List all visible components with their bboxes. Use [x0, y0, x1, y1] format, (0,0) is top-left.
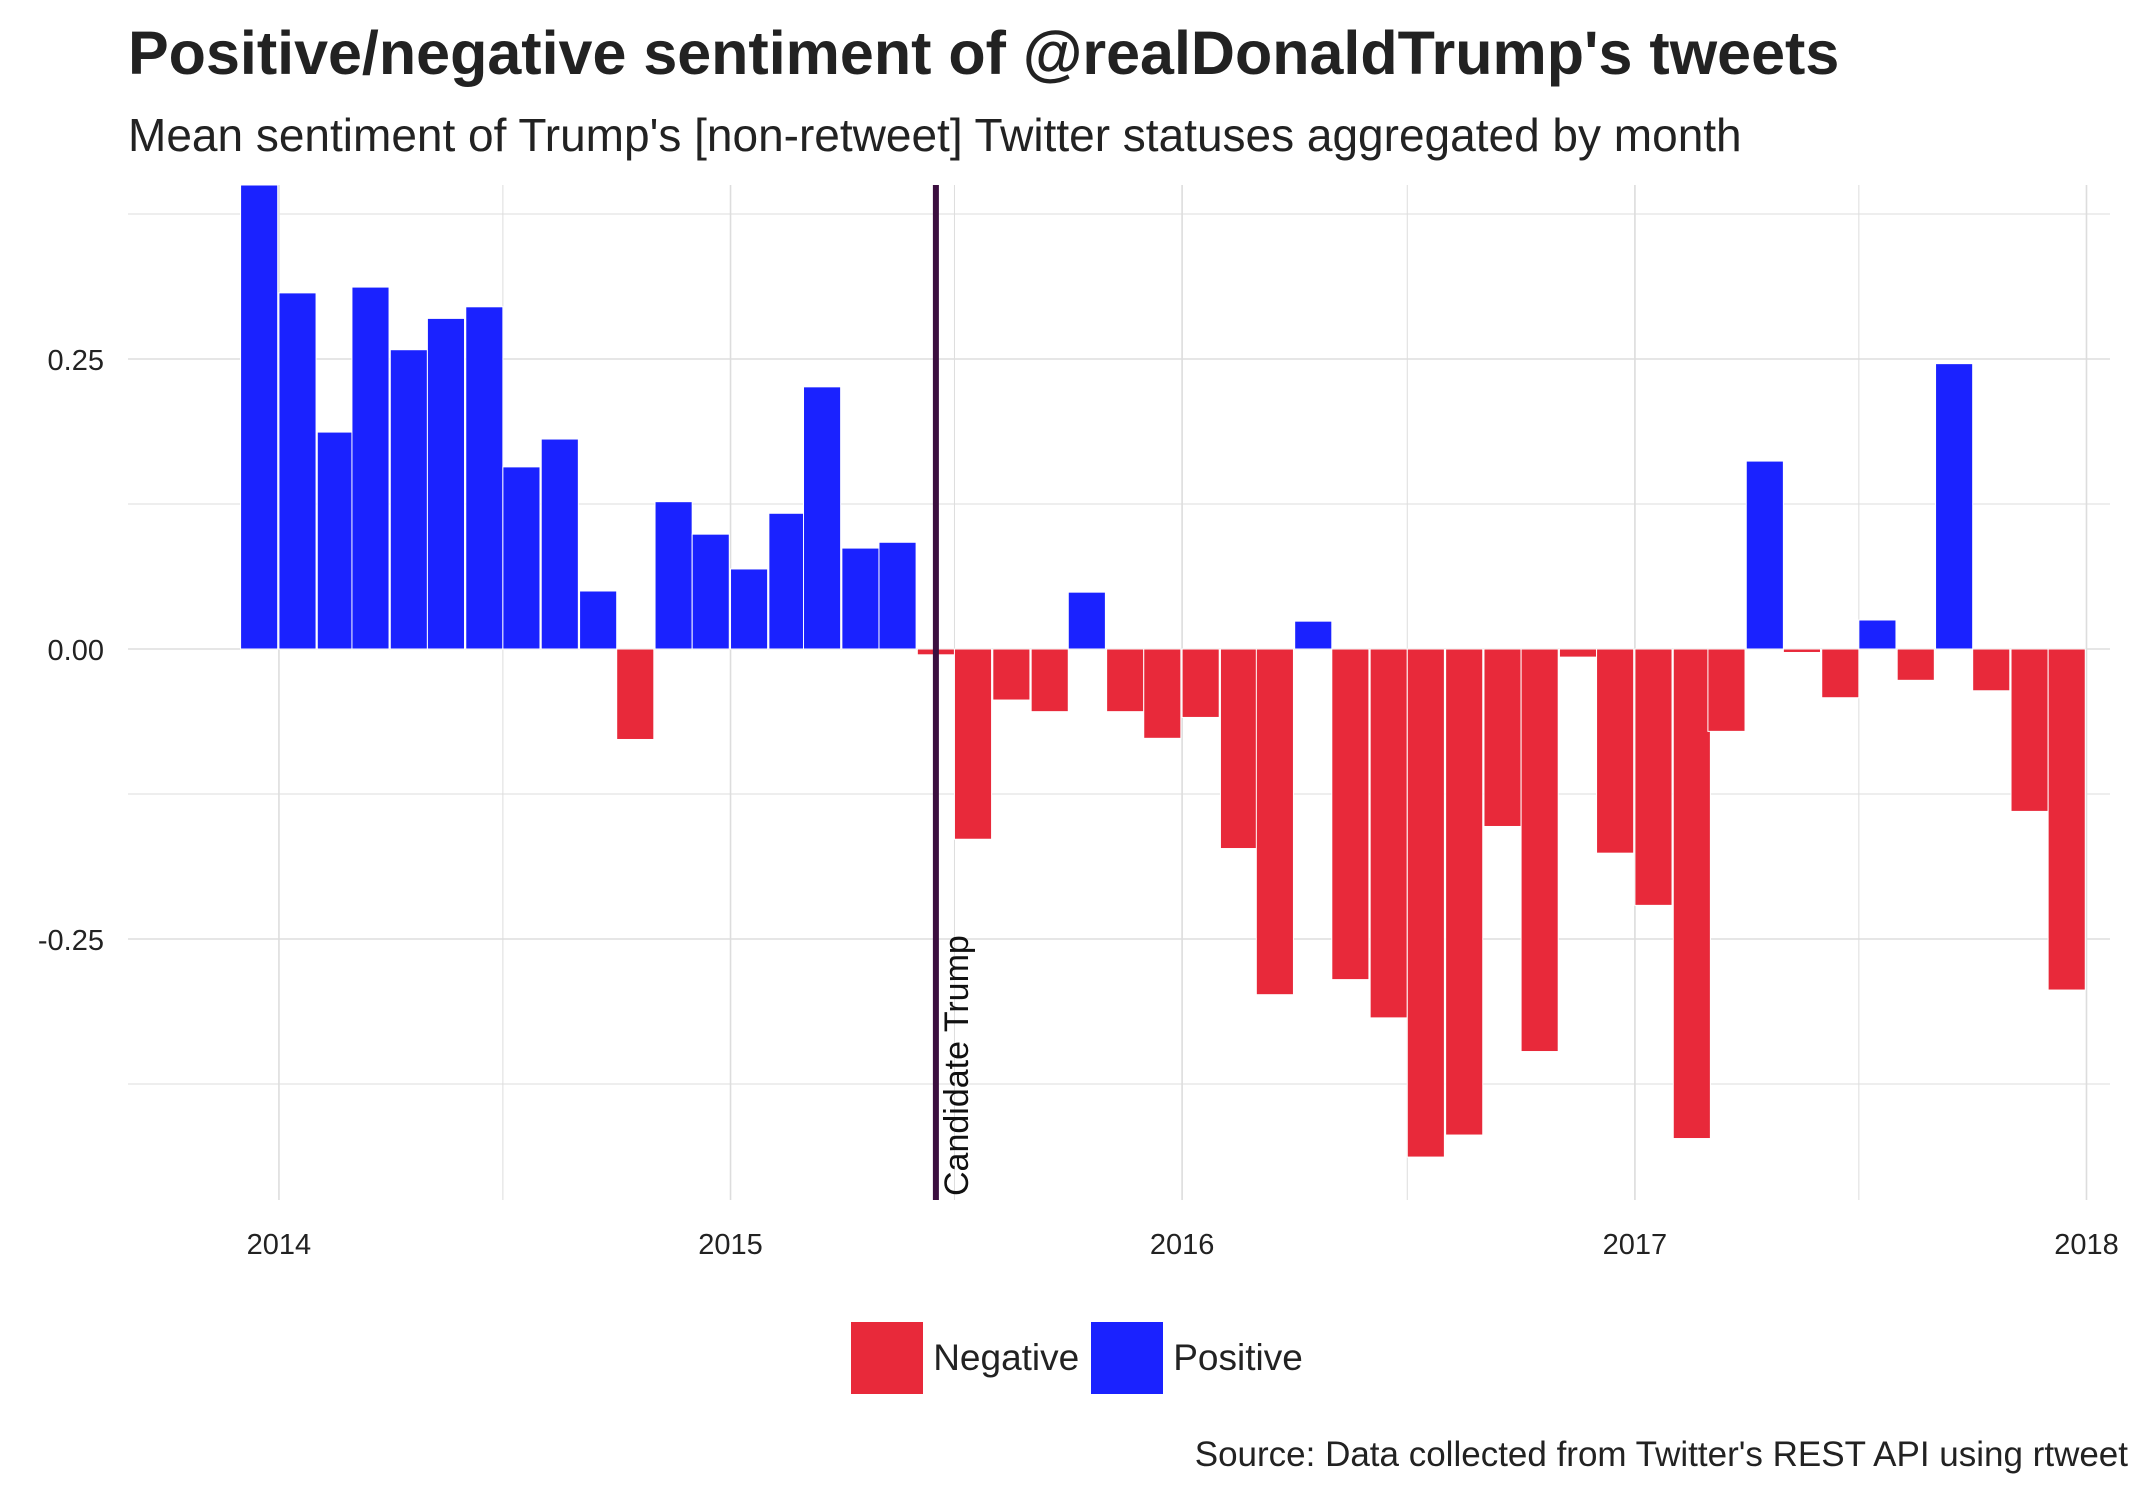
- y-tick-label: 0.00: [48, 635, 104, 667]
- x-tick-label: 2015: [698, 1229, 763, 1261]
- bar-positive: [1858, 619, 1897, 650]
- bar-negative: [1369, 648, 1408, 1019]
- bar-negative: [1331, 648, 1370, 981]
- bar-negative: [1181, 648, 1220, 718]
- bar-negative: [1406, 648, 1445, 1158]
- bar-negative: [1030, 648, 1069, 713]
- bar-negative: [1143, 648, 1182, 739]
- bar-positive: [1067, 591, 1106, 650]
- y-tick-label: -0.25: [38, 925, 104, 957]
- chart-title: Positive/negative sentiment of @realDona…: [128, 19, 1840, 87]
- bar-positive: [1294, 620, 1333, 650]
- bar-positive: [278, 292, 317, 650]
- bar-negative: [1558, 648, 1598, 658]
- bar-positive: [316, 431, 355, 650]
- x-axis-labels: 2014 2015 2016 2017 2018: [247, 1229, 2119, 1261]
- legend-swatch-positive: [1091, 1322, 1164, 1394]
- bar-negative: [1520, 648, 1559, 1053]
- legend-label-positive: Positive: [1173, 1337, 1303, 1378]
- bar-negative: [1896, 648, 1935, 681]
- bar-positive: [878, 541, 917, 650]
- bar-positive: [540, 438, 579, 650]
- candidate-label: Candidate Trump: [938, 935, 976, 1196]
- bar-positive: [730, 568, 769, 650]
- bar-negative: [1483, 648, 1522, 827]
- bar-positive: [465, 306, 504, 650]
- candidate-annotation: Candidate Trump: [932, 185, 976, 1200]
- source-caption: Source: Data collected from Twitter's RE…: [1194, 1435, 2128, 1474]
- x-tick-label: 2014: [247, 1229, 312, 1261]
- chart-subtitle: Mean sentiment of Trump's [non-retweet] …: [128, 109, 1742, 161]
- bar-negative: [1445, 648, 1484, 1136]
- bar-negative: [1672, 648, 1711, 1140]
- bar-positive: [389, 349, 428, 650]
- bar-negative: [992, 648, 1031, 701]
- legend-swatch-negative: [851, 1322, 924, 1394]
- bar-negative: [1255, 648, 1294, 996]
- legend-item-positive: Positive: [1091, 1322, 1303, 1394]
- bar-negative: [1707, 648, 1746, 732]
- bar-negative: [2010, 648, 2049, 812]
- bar-positive: [841, 547, 880, 650]
- bar-negative: [1972, 648, 2011, 692]
- bar-positive: [803, 386, 842, 650]
- bars-group: [240, 184, 2086, 1158]
- bar-positive: [351, 286, 390, 650]
- bar-positive: [426, 317, 466, 650]
- bar-negative: [1634, 648, 1673, 906]
- bar-positive: [579, 590, 618, 650]
- bar-positive: [240, 184, 279, 650]
- x-tick-label: 2018: [2054, 1229, 2119, 1261]
- bar-negative: [616, 648, 655, 740]
- bar-negative: [1106, 648, 1145, 713]
- bar-negative: [953, 648, 993, 840]
- bar-negative: [1219, 648, 1259, 850]
- bar-negative: [1821, 648, 1860, 699]
- x-tick-label: 2016: [1150, 1229, 1215, 1261]
- legend-item-negative: Negative: [851, 1322, 1079, 1394]
- bar-positive: [1745, 460, 1784, 650]
- bar-negative: [2047, 648, 2086, 991]
- bar-chart: Candidate Trump -0.250.000.25 2014 2015 20…: [38, 184, 2119, 1261]
- y-tick-label: 0.25: [48, 345, 104, 377]
- bar-negative: [1782, 648, 1821, 653]
- bar-positive: [654, 501, 693, 650]
- legend-label-negative: Negative: [933, 1337, 1080, 1378]
- y-axis-labels: -0.25 0.00 0.25: [38, 345, 104, 957]
- bar-positive: [1935, 363, 1974, 650]
- x-tick-label: 2017: [1603, 1229, 1668, 1261]
- legend: Negative Positive: [0, 1322, 2154, 1394]
- bar-positive: [691, 533, 730, 650]
- bar-positive: [768, 512, 807, 650]
- bar-negative: [1596, 648, 1635, 854]
- bar-positive: [502, 466, 541, 650]
